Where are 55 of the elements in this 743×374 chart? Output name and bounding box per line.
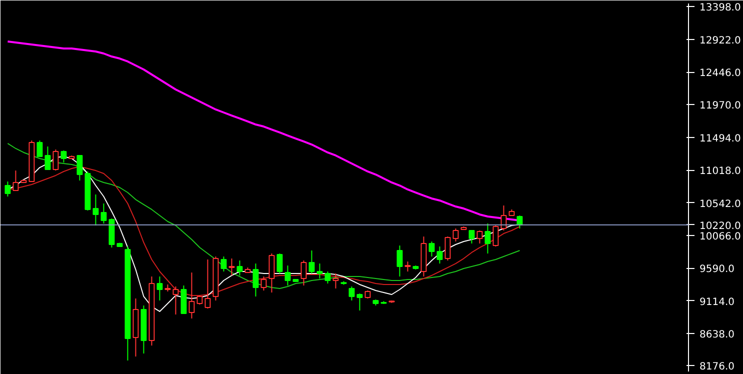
candlestick: [324, 271, 331, 284]
y-tick-label: 8176.0: [700, 361, 734, 372]
candlestick: [268, 253, 275, 294]
y-tick-label: 11970.0: [700, 100, 741, 112]
candlestick: [260, 276, 267, 292]
candlestick: [308, 250, 315, 274]
y-tick-label: 9590.0: [700, 264, 734, 276]
y-tick-label: 9114.0: [700, 296, 734, 308]
y-tick-label: 13398.0: [700, 2, 741, 14]
candlestick: [452, 228, 459, 242]
y-tick-label: 12446.0: [700, 68, 741, 80]
y-tick-label: 11018.0: [700, 166, 741, 178]
candlestick: [12, 170, 19, 192]
candlestick: [276, 253, 283, 274]
candlestick: [196, 294, 203, 306]
candlestick: [348, 286, 355, 301]
y-tick-label: 10542.0: [700, 198, 741, 210]
candlestick: [228, 258, 235, 276]
candlestick: [468, 230, 475, 244]
candlestick: [492, 224, 499, 247]
candlestick: [396, 245, 403, 278]
candlestick: [428, 240, 435, 258]
candlestick: [4, 181, 11, 197]
candlestick: [172, 286, 179, 315]
candlestick: [284, 265, 291, 286]
candlestick: [76, 154, 83, 181]
candlestick: [436, 246, 443, 264]
candlestick: [188, 272, 195, 319]
candlestick: [484, 222, 491, 254]
candlestick: [44, 146, 51, 170]
candlestick: [100, 203, 107, 224]
candlestick: [516, 215, 523, 230]
candlestick: [204, 258, 211, 310]
y-tick-label: 8638.0: [700, 330, 734, 341]
line-series: [7, 142, 520, 290]
candlestick: [500, 204, 507, 231]
y-tick-label: 11494.0: [700, 133, 741, 144]
candlestick: [252, 263, 259, 297]
candlestick: [476, 230, 483, 244]
candlestick: [36, 140, 43, 158]
y-tick-label: 12922.0: [700, 35, 741, 46]
ref-line-label: 10220.0: [700, 220, 741, 232]
candlestick: [60, 150, 67, 163]
candlestick: [52, 149, 59, 172]
candlestick: [236, 260, 243, 276]
candlestick: [356, 292, 363, 312]
candlestick: [332, 272, 339, 289]
candlestick: [300, 260, 307, 286]
candlestick: [404, 261, 411, 272]
candlestick: [156, 276, 163, 301]
candlestick: [316, 263, 323, 280]
candlestick: [220, 256, 227, 272]
y-tick-label: 10066.0: [700, 232, 741, 243]
candlestick: [444, 236, 451, 262]
candlestick: [92, 194, 99, 226]
